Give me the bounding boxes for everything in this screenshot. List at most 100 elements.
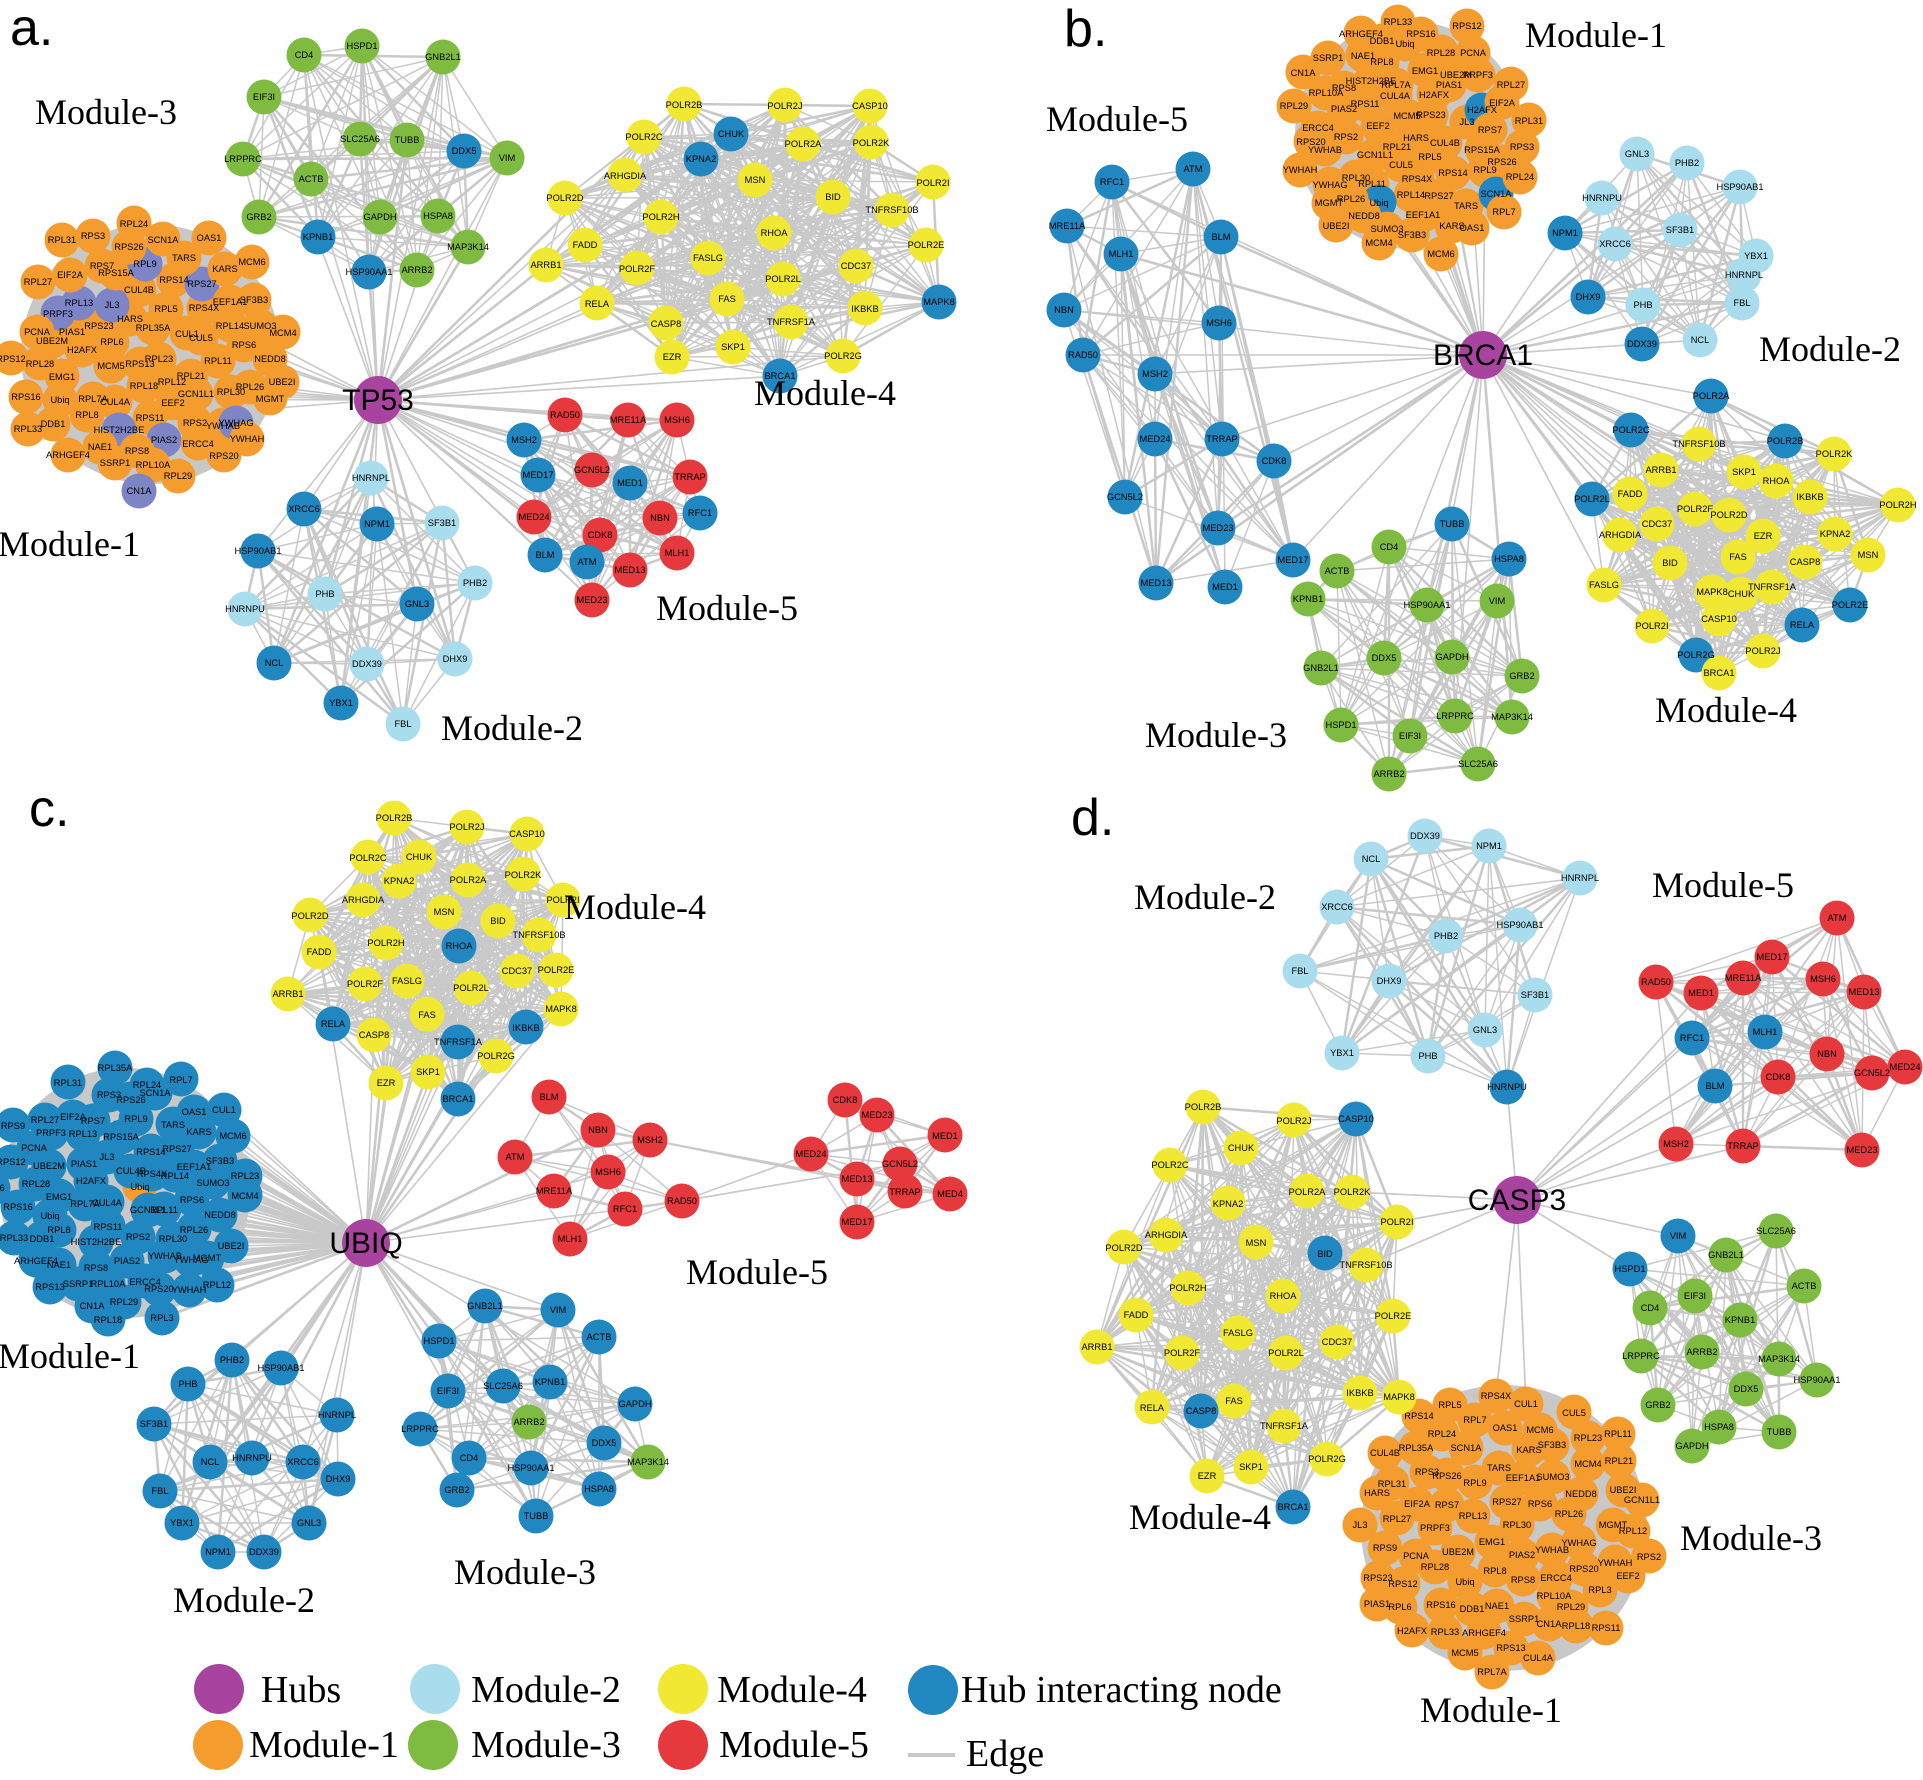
svg-text:SF3B3: SF3B3 (1398, 230, 1426, 240)
svg-text:EZR: EZR (377, 1078, 396, 1088)
svg-text:LRPPRC: LRPPRC (401, 1424, 439, 1434)
svg-text:POLR2L: POLR2L (765, 274, 801, 284)
svg-text:EEF1A1: EEF1A1 (1506, 1473, 1541, 1483)
svg-text:GAPDH: GAPDH (1435, 652, 1468, 662)
svg-text:VIM: VIM (499, 153, 516, 163)
svg-text:SUMO3: SUMO3 (1536, 1472, 1569, 1482)
svg-text:RPL21: RPL21 (177, 371, 205, 381)
svg-text:NPM1: NPM1 (1552, 228, 1578, 238)
svg-text:POLR2L: POLR2L (1574, 494, 1610, 504)
svg-text:a.: a. (10, 0, 53, 57)
svg-text:NAE1: NAE1 (88, 442, 112, 452)
svg-text:RPL7A: RPL7A (1477, 1667, 1507, 1677)
svg-text:MED17: MED17 (841, 1217, 872, 1227)
svg-text:OAS1: OAS1 (197, 233, 222, 243)
svg-text:KPNA2: KPNA2 (1820, 529, 1851, 539)
svg-text:PIAS2: PIAS2 (151, 435, 177, 445)
svg-text:MLH1: MLH1 (1109, 249, 1134, 259)
svg-text:BLM: BLM (535, 550, 554, 560)
svg-text:b.: b. (1064, 0, 1107, 58)
svg-text:MAP3K14: MAP3K14 (447, 242, 489, 252)
svg-text:RPS23: RPS23 (1363, 1573, 1392, 1583)
svg-text:POLR2K: POLR2K (853, 138, 890, 148)
svg-text:Module-1: Module-1 (249, 1724, 399, 1766)
svg-text:RPL24: RPL24 (1428, 1429, 1456, 1439)
svg-text:RPS23: RPS23 (84, 321, 113, 331)
svg-text:PCNA: PCNA (21, 1143, 48, 1153)
svg-text:RPL7: RPL7 (1492, 207, 1515, 217)
svg-text:H2AFX: H2AFX (1467, 105, 1497, 115)
svg-text:TRRAP: TRRAP (889, 1187, 921, 1197)
svg-text:H2AFX: H2AFX (67, 345, 97, 355)
svg-text:OAS1: OAS1 (182, 1107, 207, 1117)
svg-text:CHUK: CHUK (718, 129, 745, 139)
svg-text:RHOA: RHOA (446, 941, 474, 951)
svg-text:ARHGDIA: ARHGDIA (342, 895, 385, 905)
svg-text:UBE2M: UBE2M (1440, 70, 1472, 80)
svg-text:GCN5L2: GCN5L2 (574, 465, 610, 475)
svg-text:JL3: JL3 (1353, 1520, 1368, 1530)
svg-text:RFC1: RFC1 (1680, 1033, 1704, 1043)
svg-text:c.: c. (29, 780, 69, 838)
svg-text:MRE11A: MRE11A (1725, 973, 1762, 983)
svg-text:LRPPRC: LRPPRC (1436, 711, 1474, 721)
svg-text:NPM1: NPM1 (364, 519, 390, 529)
svg-text:YWHAH: YWHAH (1598, 1558, 1633, 1568)
svg-text:RPS12: RPS12 (0, 1157, 26, 1167)
svg-text:MAP3K14: MAP3K14 (1758, 1354, 1800, 1364)
svg-text:MED23: MED23 (1202, 523, 1233, 533)
svg-text:RPL18: RPL18 (94, 1315, 122, 1325)
svg-text:RPS15A: RPS15A (103, 1132, 139, 1142)
svg-text:POLR2K: POLR2K (505, 870, 542, 880)
svg-text:RPL26: RPL26 (1555, 1509, 1583, 1519)
svg-text:BLM: BLM (1705, 1081, 1724, 1091)
svg-text:Module-4: Module-4 (754, 373, 896, 413)
svg-text:RPS7: RPS7 (90, 261, 114, 271)
svg-text:RPL31: RPL31 (48, 235, 76, 245)
svg-text:RAD50: RAD50 (550, 410, 580, 420)
svg-text:YWHAH: YWHAH (1283, 165, 1318, 175)
svg-text:YBX1: YBX1 (1744, 251, 1768, 261)
svg-text:RPL10A: RPL10A (1309, 88, 1344, 98)
svg-text:PIAS2: PIAS2 (1509, 1550, 1535, 1560)
svg-text:HSPA8: HSPA8 (584, 1484, 614, 1494)
svg-text:CASP10: CASP10 (1701, 614, 1737, 624)
svg-text:RPL7: RPL7 (1463, 1415, 1486, 1425)
svg-text:HSP90AB1: HSP90AB1 (234, 546, 281, 556)
svg-text:MGMT: MGMT (193, 1253, 222, 1263)
svg-text:MED17: MED17 (1277, 555, 1308, 565)
svg-text:RPL29: RPL29 (164, 471, 192, 481)
svg-text:EIF3I: EIF3I (1399, 731, 1421, 741)
svg-text:POLR2A: POLR2A (1289, 1187, 1326, 1197)
svg-text:MGMT: MGMT (256, 394, 285, 404)
svg-text:POLR2C: POLR2C (1151, 1160, 1188, 1170)
svg-text:FBL: FBL (151, 1486, 168, 1496)
svg-text:KPNB1: KPNB1 (1293, 594, 1324, 604)
svg-text:Module-2: Module-2 (471, 1669, 621, 1711)
svg-text:DDB1: DDB1 (1370, 36, 1395, 46)
svg-text:RPL5: RPL5 (154, 304, 177, 314)
svg-text:RPL24: RPL24 (133, 1080, 161, 1090)
svg-text:CHUK: CHUK (1728, 589, 1755, 599)
svg-text:RPL28: RPL28 (26, 359, 54, 369)
svg-text:POLR2G: POLR2G (824, 351, 862, 361)
svg-text:FASLG: FASLG (392, 976, 422, 986)
svg-text:RPL14: RPL14 (161, 1171, 189, 1181)
svg-text:Module-2: Module-2 (1134, 877, 1276, 917)
svg-text:MAPK8: MAPK8 (545, 1004, 577, 1014)
svg-text:Module-3: Module-3 (35, 92, 177, 132)
svg-text:CN1A: CN1A (80, 1301, 106, 1311)
svg-text:EEF2: EEF2 (1616, 1571, 1639, 1581)
svg-text:YWHAG: YWHAG (1561, 1538, 1596, 1548)
svg-text:RPS16: RPS16 (1406, 29, 1435, 39)
svg-text:SF3B3: SF3B3 (206, 1156, 234, 1166)
svg-text:RPL31: RPL31 (54, 1078, 82, 1088)
svg-text:RPS15A: RPS15A (1464, 145, 1500, 155)
svg-text:HARS: HARS (1364, 1488, 1390, 1498)
svg-text:HSPA8: HSPA8 (423, 211, 453, 221)
svg-text:POLR2K: POLR2K (1816, 449, 1853, 459)
svg-text:TNFRSF1A: TNFRSF1A (1748, 582, 1797, 592)
svg-text:POLR2I: POLR2I (546, 895, 579, 905)
svg-text:ERCC4: ERCC4 (1540, 1573, 1572, 1583)
svg-text:PHB2: PHB2 (1675, 158, 1699, 168)
